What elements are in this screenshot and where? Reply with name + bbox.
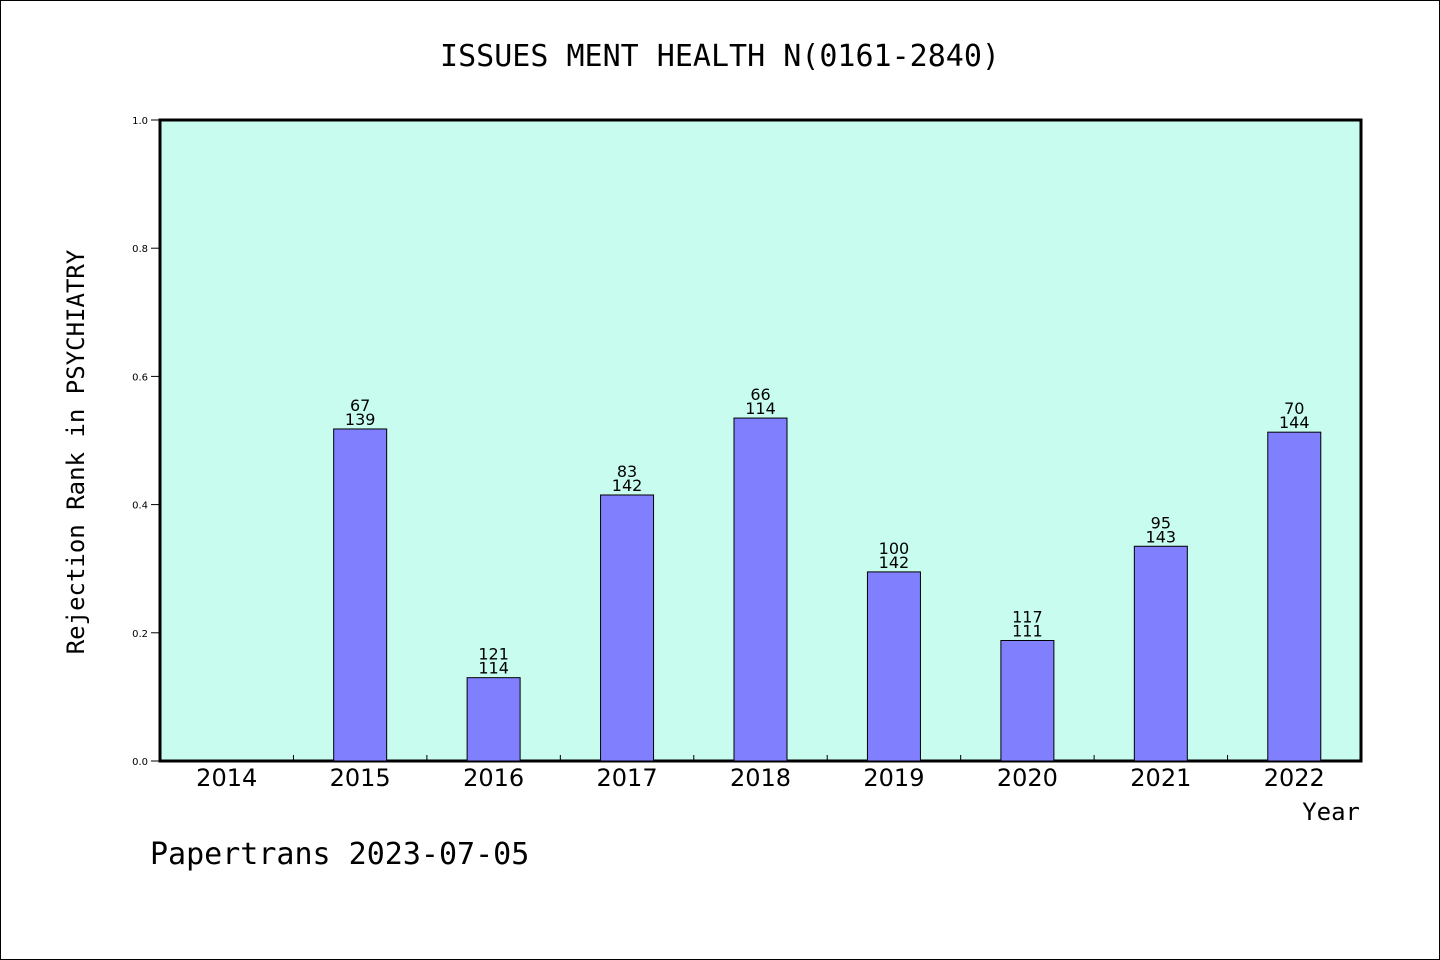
x-tick-label: 2020 [997, 764, 1058, 792]
x-tick-label: 2017 [597, 764, 658, 792]
data-label-top: 100 [879, 539, 910, 558]
bar-2018 [733, 417, 788, 762]
data-label-bottom: 111 [1012, 621, 1043, 640]
x-tick-label: 2022 [1264, 764, 1325, 792]
bars-group [333, 417, 1322, 762]
data-label-bottom: 114 [478, 659, 509, 678]
data-label-bottom: 144 [1279, 413, 1310, 432]
bar-2019 [866, 571, 921, 762]
bar-2017 [600, 494, 655, 762]
data-label-top: 67 [350, 396, 370, 415]
bar-2016 [466, 677, 521, 762]
data-label-bottom: 114 [745, 399, 776, 418]
y-axis-ticks: 0.0 0.2 0.4 0.6 0.8 1.0 [132, 116, 160, 768]
footer-text: Papertrans 2023-07-05 [150, 837, 529, 872]
x-tick-label: 2015 [330, 764, 391, 792]
x-tick-label: 2019 [863, 764, 924, 792]
x-tick-label: 2018 [730, 764, 791, 792]
y-axis-label: Rejection Rank in PSYCHIATRY [62, 249, 90, 654]
bar-2021 [1133, 545, 1188, 762]
data-label-top: 95 [1151, 513, 1171, 532]
x-tick-label: 2021 [1130, 764, 1191, 792]
x-axis-ticks: 2014 2015 2016 2017 2018 2019 2020 2021 2022 [196, 755, 1325, 792]
y-tick-label: 0.2 [132, 629, 148, 640]
data-label-top: 83 [617, 462, 637, 481]
data-label-bottom: 142 [879, 553, 910, 572]
x-tick-label: 2014 [196, 764, 257, 792]
data-label-bottom: 143 [1146, 527, 1177, 546]
bar-2022 [1267, 431, 1322, 762]
y-tick-label: 0.0 [132, 757, 148, 768]
data-label-top: 121 [478, 645, 509, 664]
y-tick-label: 1.0 [132, 116, 148, 127]
data-label-top: 70 [1284, 399, 1304, 418]
data-label-bottom: 142 [612, 476, 643, 495]
y-tick-label: 0.6 [132, 372, 148, 383]
chart-title: ISSUES MENT HEALTH N(0161-2840) [440, 39, 1000, 74]
data-label-bottom: 139 [345, 410, 376, 429]
x-tick-label: 2016 [463, 764, 524, 792]
data-labels-group: 6713912111483142661141001421171119514370… [345, 385, 1310, 678]
bar-2020 [1000, 639, 1055, 762]
data-label-top: 66 [750, 385, 770, 404]
bar-2015 [333, 428, 388, 762]
y-tick-label: 0.4 [132, 501, 148, 512]
y-tick-label: 0.8 [132, 244, 148, 255]
data-label-top: 117 [1012, 607, 1043, 626]
x-axis-label: Year [1302, 798, 1360, 826]
